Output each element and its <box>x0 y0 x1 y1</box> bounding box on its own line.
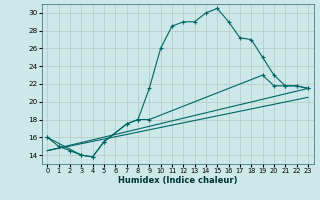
X-axis label: Humidex (Indice chaleur): Humidex (Indice chaleur) <box>118 176 237 185</box>
